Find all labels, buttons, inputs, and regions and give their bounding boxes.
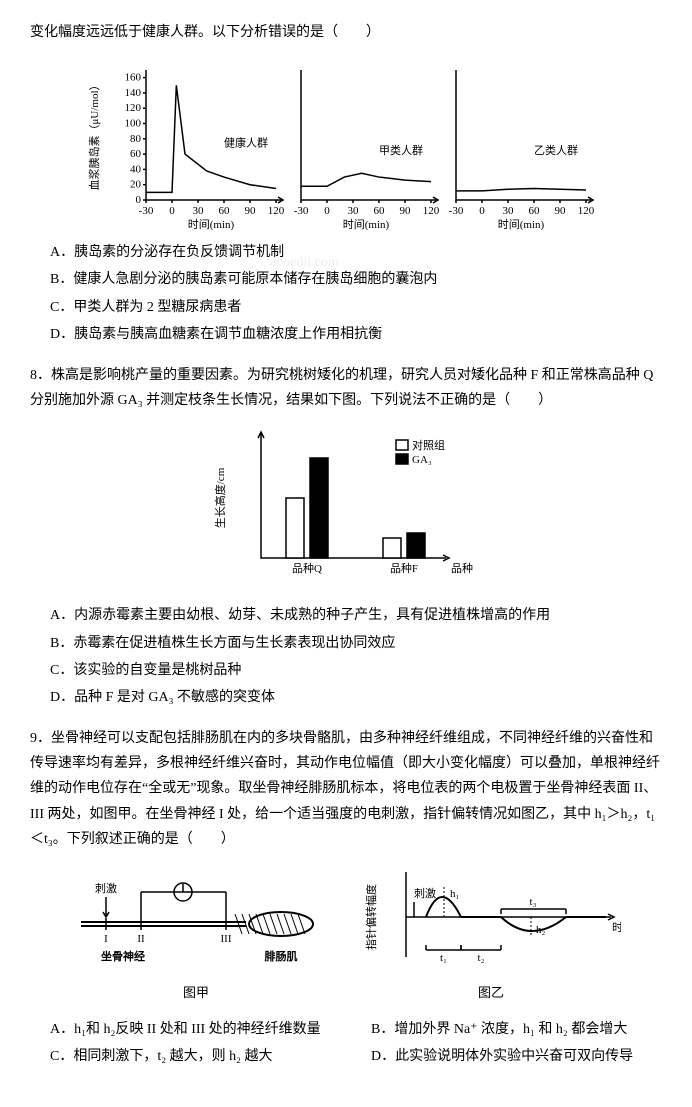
- q7-opt-a: A．胰岛素的分泌存在负反馈调节机制: [50, 240, 662, 265]
- svg-text:品种Q: 品种Q: [292, 561, 322, 575]
- q9-yi-caption: 图乙: [361, 981, 621, 1004]
- svg-text:对照组: 对照组: [412, 438, 445, 452]
- q8-stem-text: 株高是影响桃产量的重要因素。为研究桃树矮化的机理，研究人员对矮化品种 F 和正常…: [30, 368, 653, 408]
- q9-options: A．h₁和 h₂反映 II 处和 III 处的神经纤维数量 C．相同刺激下，t₂…: [50, 1015, 662, 1071]
- question-7: 变化幅度远远低于健康人群。以下分析错误的是（ ） 血浆胰岛素（μU/mol） 0 2…: [30, 20, 662, 347]
- q7-insulin-charts: 血浆胰岛素（μU/mol） 0 20 40 60 80 100 120 140 160 -30 0 30…: [86, 55, 606, 230]
- svg-text:30: 30: [348, 205, 360, 217]
- svg-text:时间(min): 时间(min): [343, 218, 390, 230]
- svg-text:90: 90: [555, 205, 567, 217]
- svg-text:腓肠肌: 腓肠肌: [265, 949, 298, 963]
- q7-opt-b: B．健康人急剧分泌的胰岛素可能原本储存在胰岛细胞的囊泡内: [50, 267, 662, 292]
- svg-text:刺激: 刺激: [414, 886, 436, 900]
- q7-opt-d: D．胰岛素与胰高血糖素在调节血糖浓度上作用相抗衡: [50, 322, 662, 347]
- q8-stem: 8．株高是影响桃产量的重要因素。为研究桃树矮化的机理，研究人员对矮化品种 F 和…: [30, 363, 662, 413]
- svg-text:0: 0: [479, 205, 485, 217]
- svg-text:160: 160: [125, 72, 142, 84]
- svg-text:甲类人群: 甲类人群: [379, 143, 423, 157]
- svg-text:t₁: t₁: [440, 952, 447, 964]
- svg-text:-30: -30: [294, 205, 309, 217]
- svg-text:t₃: t₃: [530, 896, 537, 908]
- svg-text:90: 90: [245, 205, 257, 217]
- svg-text:60: 60: [130, 148, 142, 160]
- q9-fig-jia: IIIIII刺激坐骨神经腓肠肌: [71, 862, 321, 972]
- svg-text:100: 100: [125, 118, 142, 130]
- svg-text:生长高度/cm: 生长高度/cm: [213, 468, 227, 529]
- q8-opt-c: C．该实验的自变量是桃树品种: [50, 658, 662, 683]
- svg-text:刺激: 刺激: [95, 881, 117, 895]
- svg-text:40: 40: [130, 164, 142, 176]
- q8-bar-chart: 生长高度/cm 品种Q 品种F 品种 对照组 GA₃: [206, 423, 486, 593]
- svg-text:120: 120: [578, 205, 595, 217]
- svg-text:20: 20: [130, 179, 142, 191]
- svg-text:140: 140: [125, 87, 142, 99]
- svg-text:健康人群: 健康人群: [224, 136, 268, 150]
- svg-text:指针偏转幅度: 指针偏转幅度: [364, 884, 378, 950]
- svg-text:120: 120: [423, 205, 440, 217]
- svg-text:0: 0: [324, 205, 330, 217]
- q7-options: A．胰岛素的分泌存在负反馈调节机制 B．健康人急剧分泌的胰岛素可能原本储存在胰岛…: [50, 240, 662, 347]
- q9-fig-jia-wrap: IIIIII刺激坐骨神经腓肠肌 图甲: [71, 862, 321, 1005]
- svg-text:时间: 时间: [612, 921, 621, 934]
- q7-opt-c: C．甲类人群为 2 型糖尿病患者: [50, 295, 662, 320]
- svg-text:h₂: h₂: [536, 924, 546, 936]
- q8-opt-a: A．内源赤霉素主要由幼根、幼芽、未成熟的种子产生，具有促进植株增高的作用: [50, 603, 662, 628]
- q8-opt-b: B．赤霉素在促进植株生长方面与生长素表现出协同效应: [50, 631, 662, 656]
- svg-text:品种: 品种: [451, 561, 473, 575]
- svg-text:h₁: h₁: [450, 888, 460, 900]
- svg-text:品种F: 品种F: [390, 561, 418, 575]
- svg-text:t₂: t₂: [478, 952, 485, 964]
- svg-text:I: I: [104, 933, 108, 945]
- q9-fig-yi: 指针偏转幅度时间 刺激 h₁ h₂ t₁ t₂ t₃: [361, 862, 621, 972]
- question-8: 8．株高是影响桃产量的重要因素。为研究桃树矮化的机理，研究人员对矮化品种 F 和…: [30, 363, 662, 710]
- svg-text:30: 30: [503, 205, 515, 217]
- q9-stem-text: 坐骨神经可以支配包括腓肠肌在内的多块骨骼肌，由多种神经纤维组成，不同神经纤维的兴…: [30, 731, 660, 847]
- q9-opt-d: D．此实验说明体外实验中兴奋可双向传导: [371, 1044, 662, 1069]
- svg-text:-30: -30: [139, 205, 154, 217]
- svg-text:-30: -30: [449, 205, 464, 217]
- svg-text:GA₃: GA₃: [412, 454, 432, 466]
- q7-stem: 变化幅度远远低于健康人群。以下分析错误的是（ ）: [30, 20, 662, 45]
- q9-figures: IIIIII刺激坐骨神经腓肠肌 图甲 指针偏转幅度时间刺激h₁h₂t₁t₂t₃ …: [30, 862, 662, 1005]
- svg-text:血浆胰岛素（μU/mol）: 血浆胰岛素（μU/mol）: [87, 80, 101, 191]
- svg-text:60: 60: [374, 205, 386, 217]
- q8-options: A．内源赤霉素主要由幼根、幼芽、未成熟的种子产生，具有促进植株增高的作用 B．赤…: [50, 603, 662, 710]
- q9-opt-a: A．h₁和 h₂反映 II 处和 III 处的神经纤维数量: [50, 1017, 341, 1042]
- svg-text:时间(min): 时间(min): [498, 218, 545, 230]
- svg-text:II: II: [137, 933, 145, 945]
- q8-opt-d: D．品种 F 是对 GA₃ 不敏感的突变体: [50, 685, 662, 710]
- svg-text:120: 120: [268, 205, 285, 217]
- svg-text:90: 90: [400, 205, 412, 217]
- q9-jia-caption: 图甲: [71, 981, 321, 1004]
- q9-opt-b: B．增加外界 Na⁺ 浓度，h₁ 和 h₂ 都会增大: [371, 1017, 662, 1042]
- q8-chart-wrap: 生长高度/cm 品种Q 品种F 品种 对照组 GA₃: [30, 423, 662, 593]
- q9-fig-yi-wrap: 指针偏转幅度时间 刺激 h₁ h₂ t₁ t₂ t₃ 图乙: [361, 862, 621, 1005]
- q7-charts: 血浆胰岛素（μU/mol） 0 20 40 60 80 100 120 140 160 -30 0 30…: [30, 55, 662, 230]
- question-9: 9．坐骨神经可以支配包括腓肠肌在内的多块骨骼肌，由多种神经纤维组成，不同神经纤维…: [30, 726, 662, 1071]
- q9-opt-c: C．相同刺激下，t₂ 越大，则 h₂ 越大: [50, 1044, 341, 1069]
- svg-text:80: 80: [130, 133, 142, 145]
- svg-text:坐骨神经: 坐骨神经: [101, 949, 145, 963]
- svg-text:30: 30: [193, 205, 205, 217]
- svg-text:60: 60: [529, 205, 541, 217]
- svg-text:乙类人群: 乙类人群: [534, 143, 578, 157]
- svg-text:0: 0: [169, 205, 175, 217]
- svg-text:III: III: [221, 933, 232, 945]
- q9-stem: 9．坐骨神经可以支配包括腓肠肌在内的多块骨骼肌，由多种神经纤维组成，不同神经纤维…: [30, 726, 662, 852]
- q8-number: 8．: [30, 368, 51, 383]
- svg-text:60: 60: [219, 205, 231, 217]
- svg-text:120: 120: [125, 102, 142, 114]
- svg-text:时间(min): 时间(min): [188, 218, 235, 230]
- q9-number: 9．: [30, 731, 51, 746]
